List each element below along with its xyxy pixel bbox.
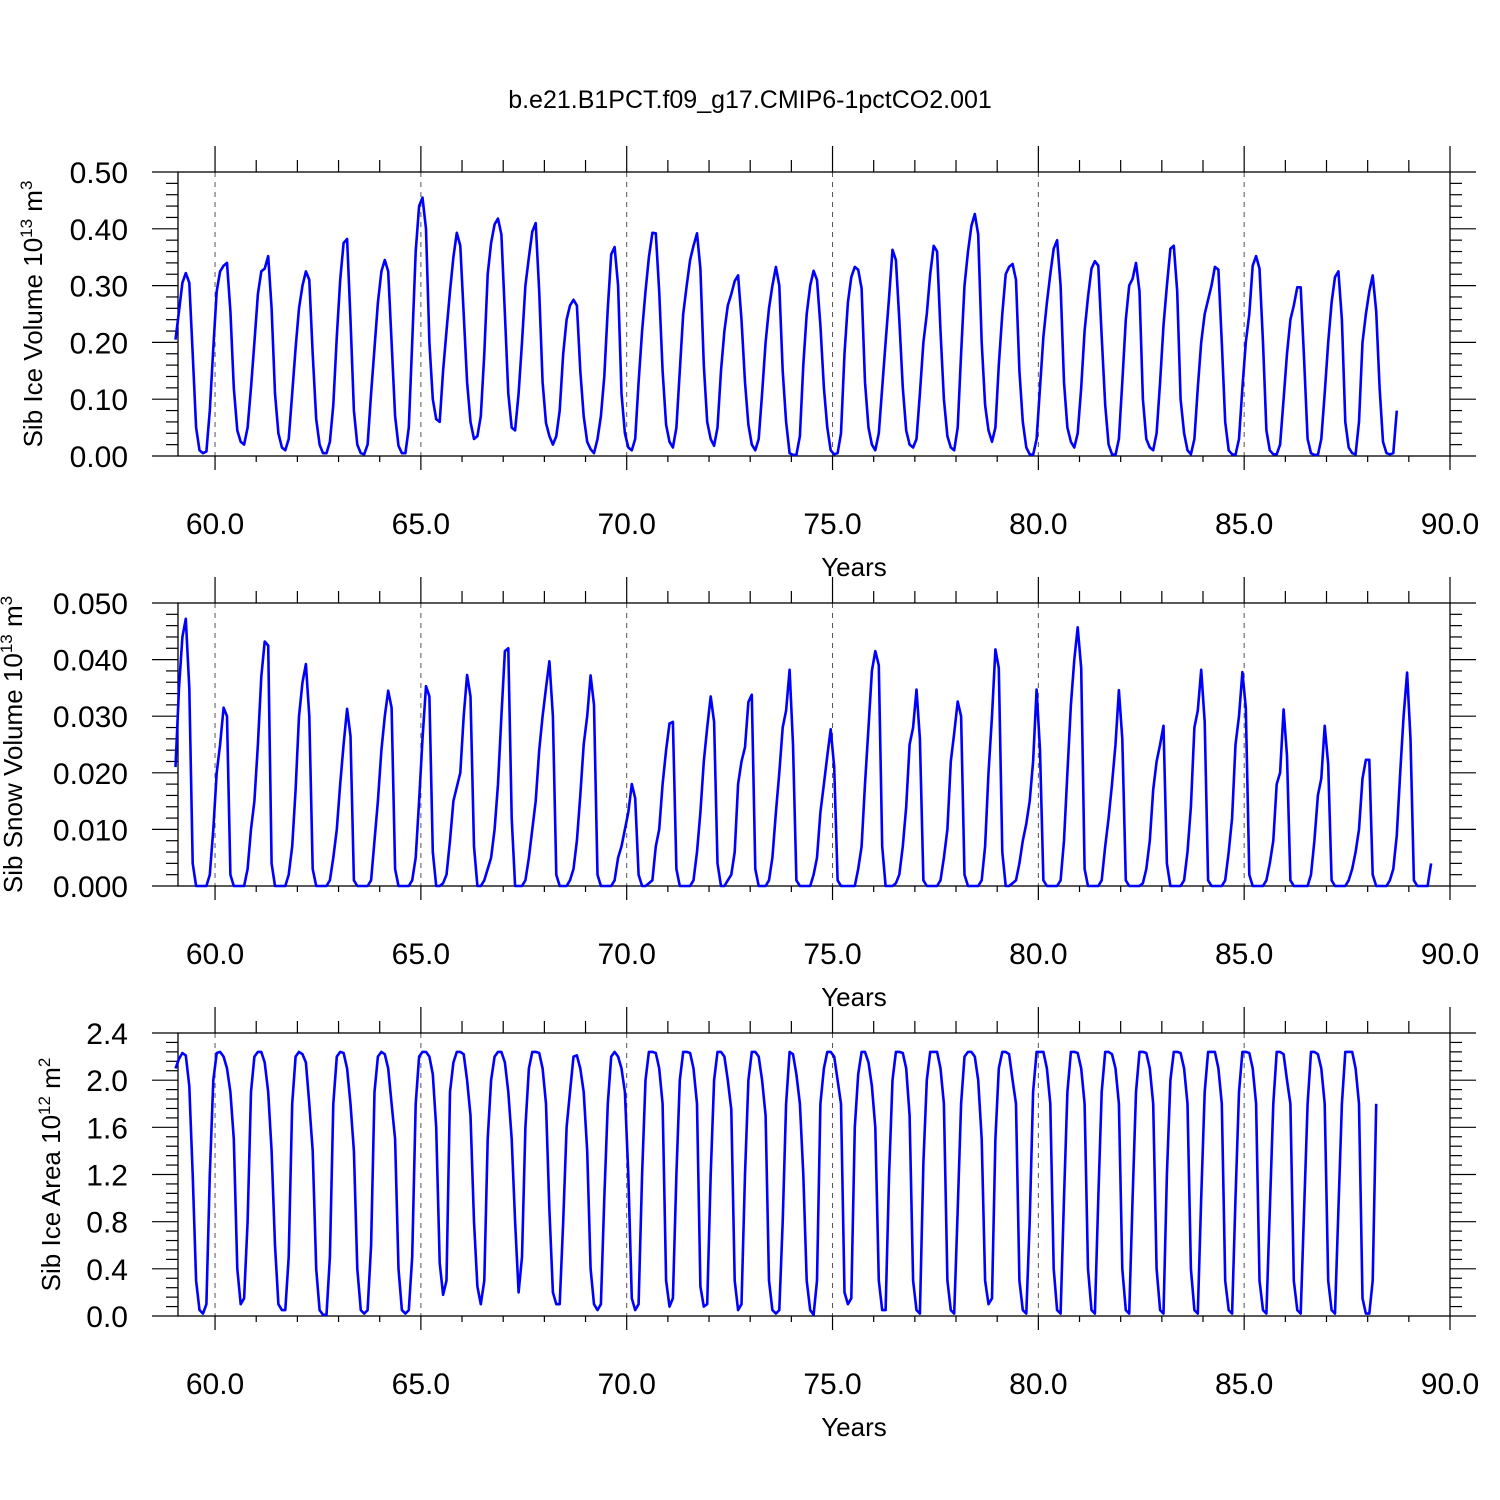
x-tick-label: 60.0 (186, 938, 244, 971)
panel-3: 60.0 65.0 70.0 75.0 80.0 85.0 90.0 0.0 0.4 0.8 1.2… (35, 1007, 1479, 1442)
y-tick-label: 0.10 (70, 384, 128, 417)
x-tick-label: 75.0 (803, 508, 861, 541)
x-tick-label: 75.0 (803, 938, 861, 971)
y-tick-label: 2.4 (86, 1018, 128, 1051)
x-axis-title: Years (821, 982, 887, 1012)
y-axis-title: Sib Ice Volume 1013 m3 (17, 181, 48, 448)
x-tick-label: 90.0 (1421, 938, 1479, 971)
y-tick-label: 0.030 (53, 701, 128, 734)
chart-title: b.e21.B1PCT.f09_g17.CMIP6-1pctCO2.001 (508, 86, 992, 114)
x-tick-label: 60.0 (186, 1368, 244, 1401)
y-tick-label: 0.50 (70, 157, 128, 190)
chart-panels: 60.0 65.0 70.0 75.0 80.0 85.0 90.0 0.00 0.10 0.20… (0, 146, 1479, 1442)
x-tick-label: 65.0 (392, 938, 450, 971)
panel-1: 60.0 65.0 70.0 75.0 80.0 85.0 90.0 0.00 0.10 0.20… (17, 146, 1479, 582)
y-tick-label: 0.040 (53, 645, 128, 678)
plot-frame (177, 602, 1451, 887)
y-axis-title: Sib Ice Area 1012 m2 (35, 1058, 66, 1292)
x-tick-label: 80.0 (1009, 1368, 1067, 1401)
series-line (174, 617, 1433, 888)
y-tick-label: 0.020 (53, 758, 128, 791)
x-tick-label: 65.0 (392, 1368, 450, 1401)
y-tick-label: 0.010 (53, 814, 128, 847)
series-line (174, 196, 1399, 457)
y-tick-label: 0.00 (70, 441, 128, 474)
y-tick-label: 1.2 (86, 1160, 128, 1193)
x-tick-label: 90.0 (1421, 508, 1479, 541)
x-tick-label: 80.0 (1009, 508, 1067, 541)
x-tick-label: 85.0 (1215, 1368, 1273, 1401)
y-tick-label: 2.0 (86, 1065, 128, 1098)
x-tick-label: 65.0 (392, 508, 450, 541)
y-tick-label: 0.4 (86, 1254, 128, 1287)
panel-2: 60.0 65.0 70.0 75.0 80.0 85.0 90.0 0.000 0.010 0.… (0, 577, 1479, 1012)
y-tick-label: 1.6 (86, 1112, 128, 1145)
y-tick-label: 0.8 (86, 1207, 128, 1240)
y-tick-label: 0.20 (70, 327, 128, 360)
y-tick-label: 0.0 (86, 1301, 128, 1334)
y-tick-label: 0.000 (53, 871, 128, 904)
y-tick-label: 0.050 (53, 588, 128, 621)
x-tick-label: 70.0 (598, 508, 656, 541)
x-tick-label: 70.0 (598, 938, 656, 971)
x-axis-title: Years (821, 1412, 887, 1442)
y-tick-label: 0.30 (70, 271, 128, 304)
x-tick-label: 85.0 (1215, 508, 1273, 541)
y-tick-label: 0.40 (70, 214, 128, 247)
x-tick-label: 90.0 (1421, 1368, 1479, 1401)
x-tick-label: 75.0 (803, 1368, 861, 1401)
series-line (174, 1050, 1378, 1317)
y-axis-title: Sib Snow Volume 1013 m3 (0, 596, 28, 893)
x-tick-label: 70.0 (598, 1368, 656, 1401)
x-tick-label: 60.0 (186, 508, 244, 541)
x-axis-title: Years (821, 552, 887, 582)
x-tick-label: 85.0 (1215, 938, 1273, 971)
x-tick-label: 80.0 (1009, 938, 1067, 971)
